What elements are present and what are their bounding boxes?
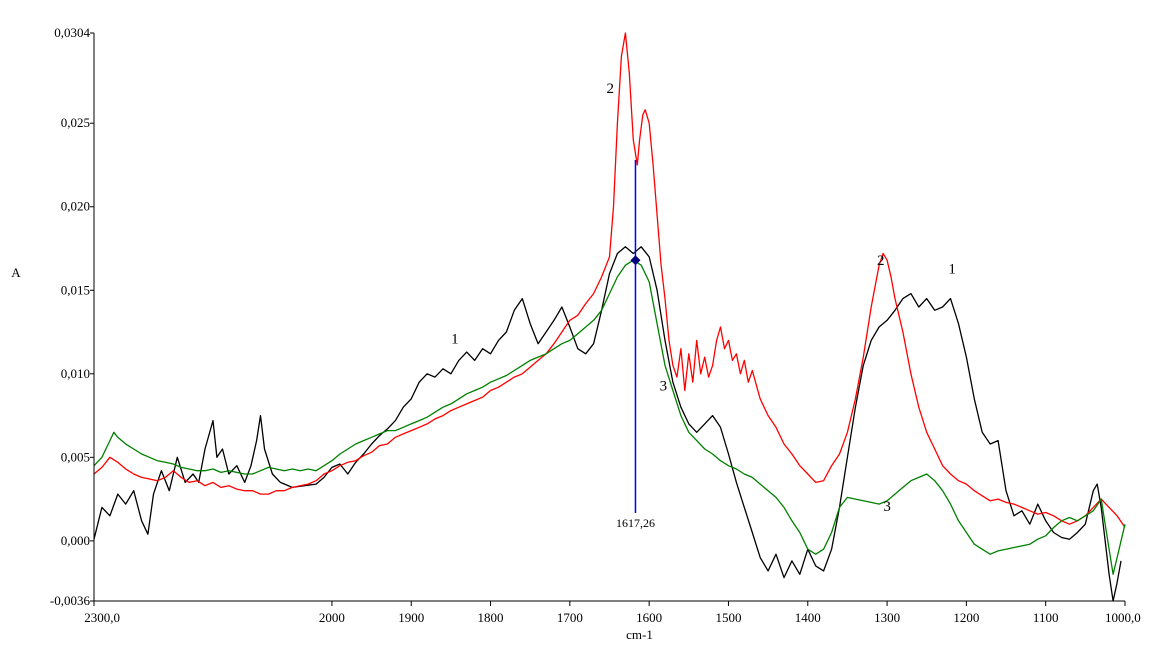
x-tick-label: 2000 bbox=[319, 610, 345, 625]
y-tick-label: 0,0304 bbox=[54, 25, 90, 40]
series-3-line bbox=[93, 259, 1126, 575]
y-tick-label: 0,025 bbox=[61, 115, 90, 130]
curve-number-label: 3 bbox=[660, 379, 668, 395]
x-tick-label: 2300,0 bbox=[84, 610, 120, 625]
curve-number-label: 1 bbox=[948, 262, 956, 278]
curve-number-label: 3 bbox=[883, 499, 891, 515]
x-tick-label: 1300 bbox=[874, 610, 900, 625]
x-tick-label: 1900 bbox=[398, 610, 424, 625]
y-tick-label: 0,010 bbox=[61, 366, 90, 381]
axes bbox=[93, 33, 1125, 602]
y-tick-label: 0,020 bbox=[61, 199, 90, 214]
curve-number-label: 2 bbox=[877, 253, 885, 269]
x-tick-label: 1700 bbox=[557, 610, 583, 625]
x-tick-label: 1600 bbox=[636, 610, 662, 625]
series-2-line bbox=[93, 32, 1126, 528]
x-tick-label: 1800 bbox=[478, 610, 504, 625]
x-tick-label: 1500 bbox=[715, 610, 741, 625]
ticks: 0,0304 0,025 0,020 0,015 0,010 0,005 0,000 -0,0… bbox=[50, 25, 1141, 625]
y-tick-label: 0,000 bbox=[61, 533, 90, 548]
y-tick-label: 0,005 bbox=[61, 449, 90, 464]
x-tick-label: 1100 bbox=[1033, 610, 1059, 625]
curve-labels: 1 1 2 2 3 3 bbox=[451, 81, 956, 515]
cursor-layer: 1617,26 bbox=[616, 159, 655, 530]
series-1-line bbox=[93, 246, 1122, 602]
cursor-label: 1617,26 bbox=[616, 516, 655, 530]
curve-number-label: 2 bbox=[607, 81, 615, 97]
x-tick-label: 1000,0 bbox=[1105, 610, 1141, 625]
x-tick-label: 1200 bbox=[953, 610, 979, 625]
y-tick-label: -0,0036 bbox=[50, 593, 91, 608]
x-axis-title: cm-1 bbox=[626, 627, 653, 642]
cursor-marker[interactable] bbox=[630, 255, 641, 266]
y-tick-label: 0,015 bbox=[61, 282, 90, 297]
curve-number-label: 1 bbox=[451, 332, 459, 348]
x-tick-label: 1400 bbox=[795, 610, 821, 625]
series-layer bbox=[93, 32, 1126, 602]
y-axis-title: A bbox=[11, 265, 21, 280]
